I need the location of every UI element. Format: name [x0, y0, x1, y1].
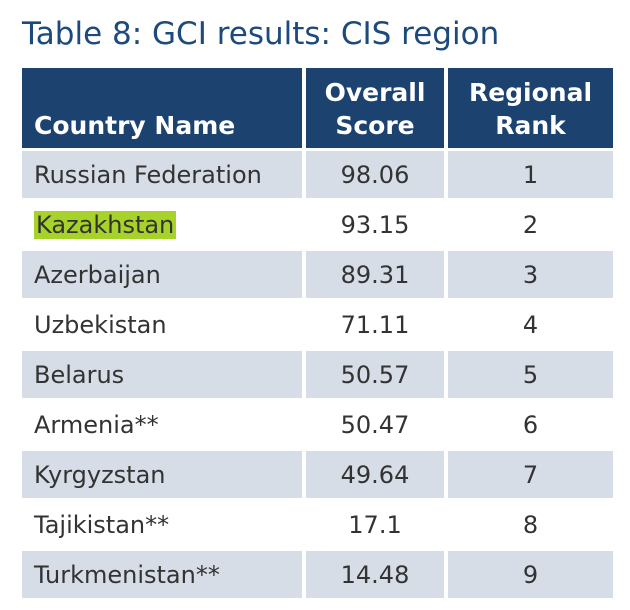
table-cell: 3 — [448, 251, 613, 298]
table-cell: 50.47 — [306, 401, 444, 448]
cell-text: Uzbekistan — [34, 310, 167, 339]
header-text: Regional Rank — [469, 76, 592, 142]
table-cell: 17.1 — [306, 501, 444, 548]
cell-text: Azerbaijan — [34, 260, 161, 289]
table-cell: Armenia** — [22, 401, 302, 448]
header-text: Overall Score — [325, 76, 426, 142]
cell-text: 5 — [522, 360, 539, 389]
table-cell: 7 — [448, 451, 613, 498]
cell-text: Belarus — [34, 360, 125, 389]
table-cell: Tajikistan** — [22, 501, 302, 548]
cell-text: 89.31 — [340, 260, 410, 289]
cell-text: 93.15 — [340, 210, 410, 239]
header-cell: Overall Score — [306, 68, 444, 148]
cell-text: 8 — [522, 510, 539, 539]
table-cell: 50.57 — [306, 351, 444, 398]
table-cell: Turkmenistan** — [22, 551, 302, 598]
cell-text: 71.11 — [340, 310, 410, 339]
cell-text: 50.57 — [340, 360, 410, 389]
header-cell: Regional Rank — [448, 68, 613, 148]
table-cell: 93.15 — [306, 201, 444, 248]
cell-text: Overall — [324, 78, 426, 107]
cell-text: Russian Federation — [34, 160, 262, 189]
cell-text: Tajikistan** — [34, 510, 170, 539]
cell-text: Score — [335, 111, 415, 140]
cell-text: 7 — [522, 460, 539, 489]
cell-text: 3 — [522, 260, 539, 289]
cell-text: Regional — [468, 78, 593, 107]
table-cell: Uzbekistan — [22, 301, 302, 348]
table-cell: 5 — [448, 351, 613, 398]
table-cell: Kazakhstan — [22, 201, 302, 248]
cell-text: 2 — [522, 210, 539, 239]
cell-text: 98.06 — [340, 160, 410, 189]
table-cell: Azerbaijan — [22, 251, 302, 298]
table-cell: 49.64 — [306, 451, 444, 498]
table-cell: 71.11 — [306, 301, 444, 348]
header-text: Country Name — [34, 109, 235, 142]
cell-text: 50.47 — [340, 410, 410, 439]
cell-text: Rank — [495, 111, 566, 140]
cell-text: 6 — [522, 410, 539, 439]
header-cell: Country Name — [22, 68, 302, 148]
cell-text: Turkmenistan** — [34, 560, 220, 589]
cell-text: Country Name — [34, 111, 236, 140]
cell-text: Kyrgyzstan — [34, 460, 166, 489]
table-cell: Kyrgyzstan — [22, 451, 302, 498]
cell-text: 14.48 — [340, 560, 410, 589]
table-cell: 89.31 — [306, 251, 444, 298]
cell-text: Kazakhstan — [34, 210, 177, 239]
cell-text: 1 — [522, 160, 539, 189]
cell-text: Armenia** — [34, 410, 159, 439]
table-cell: 1 — [448, 151, 613, 198]
cell-text: 49.64 — [340, 460, 410, 489]
table-cell: 2 — [448, 201, 613, 248]
table-title: Table 8: GCI results: CIS region — [22, 16, 500, 52]
table-cell: 4 — [448, 301, 613, 348]
table-cell: 8 — [448, 501, 613, 548]
table-cell: 14.48 — [306, 551, 444, 598]
table-cell: Russian Federation — [22, 151, 302, 198]
cell-text: 4 — [522, 310, 539, 339]
cell-text: 17.1 — [348, 510, 402, 539]
table-cell: Belarus — [22, 351, 302, 398]
table-cell: 98.06 — [306, 151, 444, 198]
table-cell: 6 — [448, 401, 613, 448]
table-cell: 9 — [448, 551, 613, 598]
cell-text: 9 — [522, 560, 539, 589]
